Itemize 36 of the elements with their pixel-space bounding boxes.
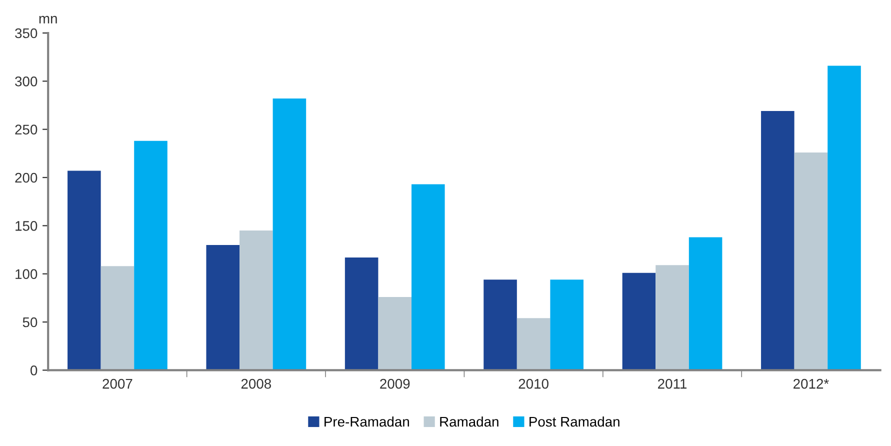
bar (412, 184, 445, 370)
bar (622, 272, 656, 370)
y-tick-label: 150 (16, 221, 38, 231)
y-tick-label: 50 (22, 317, 38, 328)
x-tick-label: 2009 (380, 378, 410, 389)
bar (656, 265, 689, 370)
bar (206, 244, 240, 370)
bar (688, 237, 722, 370)
bar (68, 170, 101, 370)
x-tick-label: 2008 (241, 378, 272, 389)
x-tick-label: 2010 (518, 378, 548, 389)
bar (761, 111, 794, 370)
bar (378, 296, 412, 370)
legend-label: Ramadan (440, 416, 498, 427)
y-tick-label: 350 (15, 28, 38, 38)
x-tick-label: 2012* (794, 378, 829, 389)
bar (828, 66, 861, 370)
bar (484, 280, 517, 370)
bar (272, 98, 306, 370)
legend-label: Pre-Ramadan (324, 416, 409, 427)
bar (344, 257, 378, 370)
x-tick-label: 2007 (102, 378, 132, 389)
y-tick-label: 300 (15, 76, 38, 86)
x-tick-label: 2011 (658, 378, 687, 389)
y-axis-title: mn (39, 16, 57, 24)
bar (794, 152, 828, 370)
y-tick-label: 200 (15, 172, 38, 183)
y-tick-label: 100 (16, 269, 38, 280)
bar (516, 318, 550, 370)
y-tick-label: 0 (30, 366, 38, 376)
legend-label: Post Ramadan (530, 416, 620, 427)
bar (100, 266, 134, 370)
bar (550, 280, 584, 370)
bar (134, 140, 168, 370)
y-tick-label: 250 (15, 124, 38, 135)
bar (240, 230, 273, 370)
